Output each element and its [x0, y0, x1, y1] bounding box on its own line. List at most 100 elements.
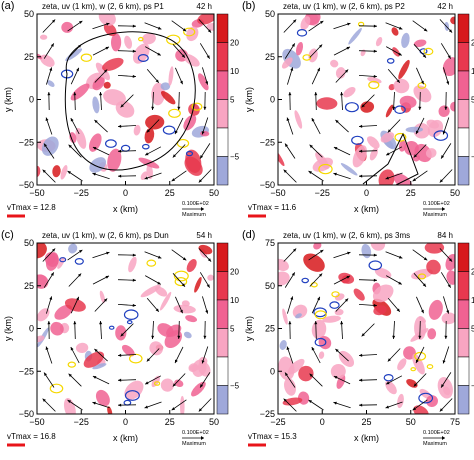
- wind-arrowhead: [118, 174, 122, 178]
- wind-arrowhead: [118, 149, 122, 153]
- vorticity-blob: [330, 363, 346, 379]
- vorticity-blob: [313, 243, 322, 250]
- vorticity-blob: [281, 57, 293, 69]
- panel-c: (c) zeta, uv (1 km), w (2, 6 km), ps Dun 5…: [1, 229, 240, 447]
- colorbar-label: 20: [471, 39, 474, 48]
- colorbar-label: −5: [230, 382, 240, 391]
- vorticity-blob: [412, 153, 421, 162]
- y-tick-label: 0: [29, 95, 34, 105]
- wind-arrowhead: [45, 117, 49, 121]
- vorticity-blob: [278, 271, 290, 286]
- wind-arrowhead: [132, 24, 136, 28]
- wind-arrowhead: [79, 20, 83, 24]
- vorticity-blob: [183, 331, 192, 339]
- vorticity-blob: [413, 39, 427, 48]
- wind-arrowhead: [291, 43, 295, 47]
- vtmax-label: vTmax = 16.8: [7, 432, 56, 441]
- vorticity-blob: [450, 101, 455, 112]
- wind-arrowhead: [335, 119, 339, 124]
- vorticity-blob: [75, 342, 89, 354]
- wind-arrowhead: [288, 92, 292, 96]
- vorticity-blob: [425, 148, 437, 159]
- wind-arrowhead: [293, 248, 297, 252]
- vorticity-blob: [103, 81, 111, 89]
- wind-arrowhead: [145, 152, 149, 156]
- wind-arrowhead: [347, 22, 351, 26]
- colorbar-segment: [457, 271, 470, 301]
- wind-arrowhead: [157, 255, 162, 259]
- wind-arrowhead: [286, 346, 290, 350]
- wind-arrowhead: [319, 44, 323, 48]
- vorticity-blob: [194, 276, 202, 293]
- vorticity-blob: [183, 114, 197, 131]
- wind-arrowhead: [309, 144, 313, 148]
- updraft-contour: [351, 135, 364, 145]
- wind-arrowhead: [206, 55, 210, 59]
- wind-arrowhead: [308, 400, 312, 403]
- wind-arrowhead: [421, 309, 424, 314]
- x-tick-label: 25: [165, 417, 175, 427]
- wind-arrowhead: [359, 378, 363, 382]
- panel-time: 84 h: [437, 231, 453, 240]
- wind-arrowhead: [421, 80, 424, 85]
- wind-arrowhead: [439, 408, 443, 412]
- wind-arrowhead: [288, 321, 292, 325]
- vorticity-blob: [75, 127, 87, 149]
- wind-arrowhead: [68, 144, 72, 148]
- colorbar-segment: [457, 299, 470, 329]
- colorbar-label: 20: [230, 39, 239, 48]
- wind-arrowhead: [344, 69, 349, 73]
- vorticity-blob: [413, 405, 429, 414]
- vorticity-blob: [370, 243, 386, 251]
- wind-arrowhead: [120, 333, 124, 337]
- vorticity-blob: [83, 351, 105, 368]
- wind-arrowhead: [103, 69, 108, 73]
- vorticity-blob: [198, 73, 209, 91]
- vorticity-blob: [107, 406, 113, 414]
- vtmax-label: vTmax = 11.6: [248, 203, 297, 212]
- x-tick-label: −25: [270, 417, 285, 427]
- updraft-contour: [60, 69, 74, 79]
- wind-arrowhead: [283, 169, 287, 173]
- colorbar-label: 10: [230, 296, 239, 305]
- vorticity-blob: [181, 300, 190, 307]
- wind-arrowhead: [118, 353, 122, 357]
- vorticity-blob: [37, 308, 50, 322]
- y-tick-label: −25: [260, 409, 275, 419]
- y-tick-label: 50: [265, 281, 275, 291]
- wind-arrowhead: [207, 29, 212, 33]
- panel-letter: (d): [242, 229, 255, 241]
- x-tick-label: −25: [315, 188, 330, 198]
- updraft-contour: [191, 102, 203, 111]
- x-axis-label: x (km): [113, 204, 138, 214]
- wind-arrowhead: [413, 154, 417, 158]
- y-tick-label: −25: [19, 137, 34, 147]
- wind-arrowhead: [144, 176, 148, 180]
- wind-arrowhead: [442, 131, 446, 135]
- wind-arrowhead: [155, 79, 159, 83]
- vorticity-blob: [115, 325, 127, 341]
- updraft-contour: [423, 47, 434, 56]
- colorbar-label: 10: [471, 296, 474, 305]
- wind-arrowhead: [105, 275, 109, 279]
- panel-letter: (a): [1, 0, 14, 12]
- y-tick-label: −50: [19, 409, 34, 419]
- colorbar-segment: [457, 356, 470, 386]
- panel-time: 54 h: [196, 231, 212, 240]
- vorticity-blob: [397, 393, 404, 409]
- vorticity-blob: [197, 14, 214, 25]
- y-tick-label: 0: [270, 95, 275, 105]
- wind-arrowhead: [180, 309, 183, 314]
- y-tick-label: 25: [265, 324, 275, 334]
- updraft-contour: [142, 143, 150, 150]
- vorticity-blob: [340, 163, 358, 176]
- colorbar-segment: [457, 42, 470, 72]
- reference-caption: Maximum: [423, 212, 447, 218]
- wind-arrowhead: [52, 19, 56, 23]
- vorticity-blob: [348, 27, 362, 45]
- vorticity-blob: [427, 328, 437, 340]
- wind-arrowhead: [50, 43, 54, 47]
- vorticity-blob: [375, 36, 383, 47]
- wind-arrowhead: [333, 147, 338, 150]
- wind-arrowhead: [132, 74, 136, 78]
